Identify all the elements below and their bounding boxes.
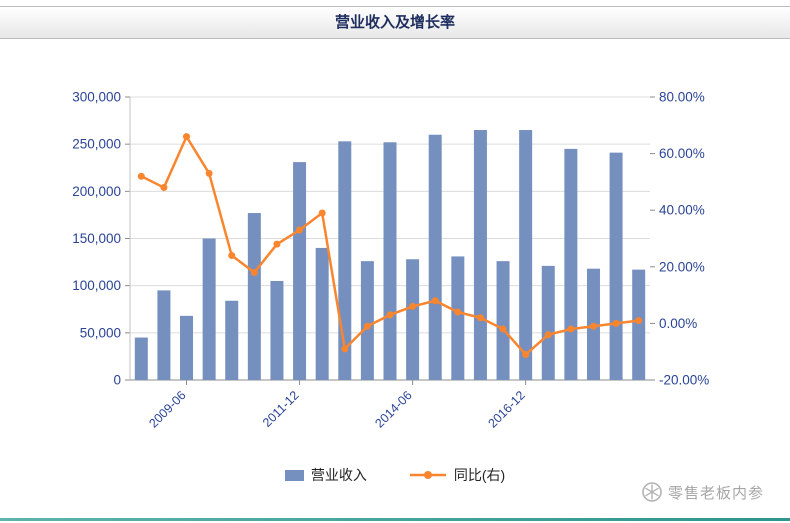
chart-title: 营业收入及增长率	[0, 6, 790, 39]
right-axis-label: 0.00%	[659, 316, 697, 331]
yoy-point	[296, 226, 304, 234]
right-axis-label: -20.00%	[659, 373, 709, 388]
revenue-bar	[338, 141, 352, 380]
x-axis-label: 2016-12	[485, 388, 527, 430]
revenue-bar	[541, 265, 555, 380]
watermark-logo-icon	[642, 482, 662, 502]
yoy-point	[386, 311, 394, 319]
revenue-bar	[247, 213, 261, 380]
yoy-point	[183, 133, 191, 141]
watermark: 零售老板内参	[641, 481, 764, 503]
yoy-point	[544, 331, 552, 339]
revenue-bar	[180, 315, 194, 380]
right-axis-label: 20.00%	[659, 259, 705, 274]
yoy-point	[522, 351, 530, 359]
revenue-bar	[519, 130, 533, 380]
left-axis-label: 100,000	[72, 278, 121, 293]
yoy-point	[250, 268, 258, 276]
revenue-growth-chart: 0 50,000 100,000 150,000 200,000 250,000 300,0…	[72, 90, 709, 431]
legend-line-label: 同比(右)	[453, 467, 506, 483]
revenue-bar	[360, 261, 374, 380]
left-axis-label: 0	[113, 373, 121, 388]
yoy-point	[589, 322, 597, 330]
left-axis-label: 200,000	[72, 184, 121, 199]
yoy-point	[363, 322, 371, 330]
yoy-point	[454, 308, 462, 316]
yoy-point	[476, 314, 484, 322]
yoy-point	[567, 325, 575, 333]
revenue-bar	[383, 142, 397, 380]
revenue-bar	[134, 337, 148, 380]
left-axis-label: 50,000	[80, 325, 121, 340]
x-axis-label: 2011-12	[260, 388, 302, 430]
chart-area: 0 50,000 100,000 150,000 200,000 250,000 300,0…	[0, 39, 790, 459]
yoy-point	[137, 172, 145, 180]
revenue-bar	[428, 134, 442, 380]
revenue-bar	[632, 269, 646, 380]
yoy-point	[228, 251, 236, 259]
revenue-bar	[270, 280, 284, 380]
legend-bar-label: 营业收入	[310, 467, 367, 483]
watermark-text: 零售老板内参	[667, 484, 764, 502]
revenue-bar	[157, 290, 171, 380]
left-axis-label: 250,000	[72, 137, 121, 152]
revenue-bar	[225, 300, 239, 380]
chart-legend: 营业收入 同比(右)	[0, 461, 790, 489]
right-axis-label: 60.00%	[659, 146, 705, 161]
right-axis-label: 40.00%	[659, 203, 705, 218]
revenue-bar	[496, 261, 510, 380]
bar-swatch-icon	[284, 469, 304, 481]
revenue-bar	[202, 238, 216, 380]
left-axis-label: 300,000	[72, 90, 121, 105]
yoy-point	[499, 325, 507, 333]
revenue-bar	[451, 256, 465, 380]
yoy-point	[160, 184, 168, 192]
x-axis-label: 2014-06	[372, 388, 414, 430]
yoy-point	[273, 240, 281, 248]
revenue-bar	[473, 130, 487, 380]
yoy-point	[205, 169, 213, 177]
right-axis-label: 80.00%	[659, 90, 705, 105]
left-axis-label: 150,000	[72, 231, 121, 246]
bottom-accent-bar	[0, 518, 790, 521]
yoy-point	[409, 302, 417, 310]
yoy-point	[612, 319, 620, 327]
yoy-point	[318, 209, 326, 217]
x-axis-label: 2009-06	[146, 388, 188, 430]
revenue-bar	[293, 162, 307, 380]
revenue-bar	[609, 152, 623, 380]
legend-item-revenue: 营业收入	[284, 465, 367, 485]
yoy-point	[431, 297, 439, 305]
yoy-point	[341, 345, 349, 353]
revenue-bar	[564, 148, 578, 380]
line-swatch-icon	[409, 471, 446, 479]
legend-item-yoy: 同比(右)	[409, 465, 505, 485]
revenue-bar	[315, 247, 329, 380]
revenue-bar	[406, 259, 420, 380]
yoy-point	[635, 317, 643, 325]
